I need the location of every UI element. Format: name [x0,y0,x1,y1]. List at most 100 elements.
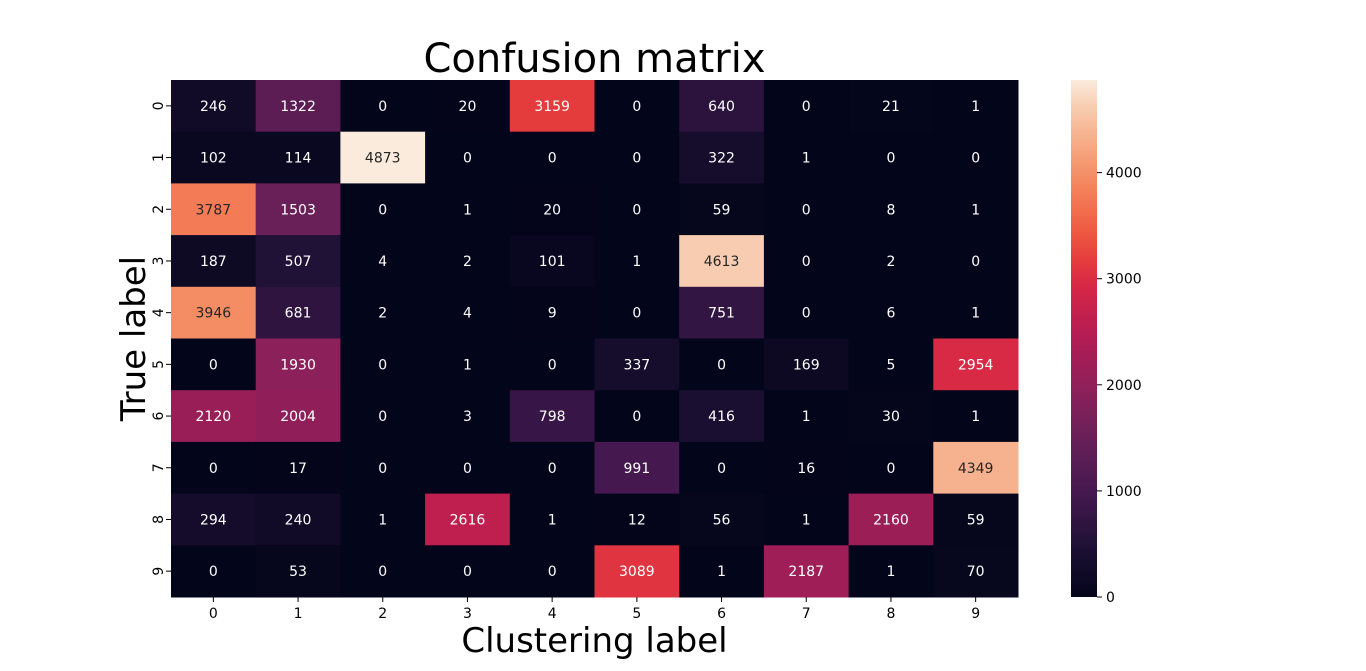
cell-value-label: 2 [378,306,387,322]
heatmap-cell [509,493,595,546]
heatmap-cell [848,390,934,443]
cell-value-label: 240 [285,512,312,528]
y-tick-label: 6 [151,412,167,421]
cell-value-label: 2954 [958,357,994,373]
y-tick-label: 0 [151,101,167,110]
cell-value-label: 0 [209,357,218,373]
heatmap-cell [679,183,765,236]
heatmap-cell [255,545,341,598]
cell-value-label: 1 [886,564,895,580]
heatmap-cell [594,441,680,495]
heatmap-cell [255,80,341,133]
cell-value-label: 0 [632,99,641,115]
heatmap-cell [425,390,511,443]
heatmap-cell [340,131,426,184]
cell-value-label: 640 [708,99,735,115]
heatmap-cell [594,80,680,133]
y-tick-label: 7 [151,463,167,472]
heatmap-cell [509,441,595,495]
heatmap-cell [425,131,511,184]
cell-value-label: 8 [886,202,895,218]
heatmap-cell [171,338,257,391]
colorbar-tick-label: 3000 [1106,272,1142,288]
heatmap-cell [763,545,850,598]
heatmap-cell [763,286,850,339]
cell-value-label: 337 [623,357,650,373]
cell-value-label: 1 [971,99,980,115]
cell-value-label: 991 [623,461,650,477]
cell-value-label: 20 [543,202,561,218]
cell-value-label: 2 [886,254,895,270]
cell-value-label: 0 [548,564,557,580]
cell-value-label: 2120 [196,409,232,425]
cell-value-label: 1322 [280,99,316,115]
cell-value-label: 0 [632,151,641,167]
y-axis-ticks: 0 1 2 3 4 5 6 7 8 9 [151,101,171,576]
cell-value-label: 20 [459,99,477,115]
heatmap-cell [425,235,511,288]
cell-value-label: 2616 [450,512,486,528]
heatmap-cell [509,286,595,339]
cell-value-label: 1 [802,151,811,167]
cell-value-label: 246 [200,99,227,115]
heatmap-cell [933,80,1019,133]
cell-value-label: 0 [971,254,980,270]
heatmap-cell [340,183,426,236]
x-axis-label: Clustering label [461,621,727,661]
heatmap-cell [679,493,765,546]
cell-value-label: 59 [967,512,985,528]
heatmap-cell [340,235,426,288]
heatmap-cell [763,390,850,443]
heatmap-cell [171,235,257,288]
heatmap-cell [255,390,341,443]
cell-value-label: 1930 [280,357,316,373]
x-tick-label: 3 [463,606,472,622]
heatmap-cell [509,80,595,133]
y-tick-label: 3 [151,256,167,265]
heatmap-cell [255,131,341,184]
cell-value-label: 1 [463,202,472,218]
cell-value-label: 5 [886,357,895,373]
x-axis-ticks: 0 1 2 3 4 5 6 7 8 9 [209,597,980,622]
cell-value-label: 0 [463,461,472,477]
cell-value-label: 0 [802,99,811,115]
cell-value-label: 1 [717,564,726,580]
heatmap-cell [679,131,765,184]
cell-value-label: 0 [548,151,557,167]
heatmap-cell [340,390,426,443]
cell-value-label: 12 [628,512,646,528]
heatmap-cell [171,131,257,184]
heatmap-cell [509,390,595,443]
heatmap-cell [509,545,595,598]
y-tick-label: 2 [151,205,167,214]
cell-value-label: 2160 [873,512,909,528]
cell-value-label: 30 [882,409,900,425]
cell-value-label: 322 [708,151,735,167]
cell-value-label: 4349 [958,461,994,477]
heatmap-cell [340,441,426,495]
cell-value-label: 1 [971,409,980,425]
heatmap-cell [171,80,257,133]
heatmap-cell [171,441,257,495]
cell-value-label: 0 [632,306,641,322]
heatmap-cell [509,235,595,288]
cell-value-label: 0 [378,99,387,115]
cell-value-label: 0 [717,461,726,477]
cell-value-label: 2187 [788,564,824,580]
cell-value-label: 6 [886,306,895,322]
cell-value-label: 102 [200,151,227,167]
heatmap-cell [594,131,680,184]
heatmap-cell [848,338,934,391]
heatmap-cell [594,235,680,288]
heatmap-cell [679,545,765,598]
heatmap-cell [848,131,934,184]
heatmap-cell [679,338,765,391]
heatmap-cell [425,338,511,391]
heatmap-cell [679,390,765,443]
cell-value-label: 187 [200,254,227,270]
heatmap-cell [848,80,934,133]
cell-value-label: 3159 [534,99,570,115]
y-axis-label: True label [114,256,154,422]
y-tick-label: 9 [151,567,167,576]
